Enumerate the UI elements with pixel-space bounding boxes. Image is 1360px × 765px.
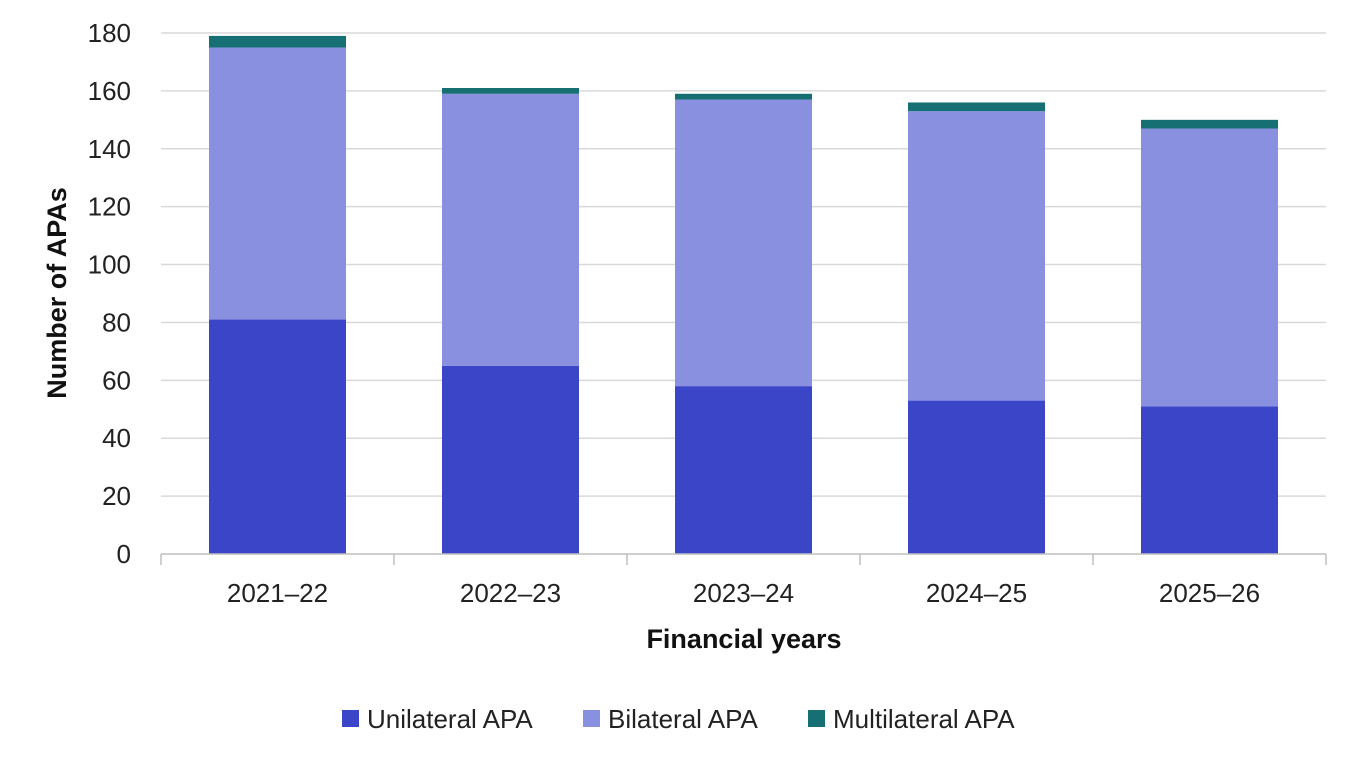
bar-multilateral-apa-1 xyxy=(442,87,579,94)
y-tick-label: 120 xyxy=(88,192,131,222)
bar-bilateral-apa-0 xyxy=(209,47,346,320)
y-tick-label: 160 xyxy=(88,76,131,106)
x-tick-label: 2021–22 xyxy=(227,578,328,608)
x-axis xyxy=(160,553,1327,565)
legend-swatch xyxy=(342,710,359,727)
bar-unilateral-apa-4 xyxy=(1141,406,1278,554)
bar-multilateral-apa-0 xyxy=(209,35,346,48)
x-axis-title: Financial years xyxy=(646,624,841,654)
x-tick-label: 2024–25 xyxy=(926,578,1027,608)
y-tick-label: 0 xyxy=(117,539,131,569)
bar-bilateral-apa-3 xyxy=(908,111,1045,401)
y-tick-label: 100 xyxy=(88,250,131,280)
legend-label: Unilateral APA xyxy=(367,704,533,734)
y-tick-label: 40 xyxy=(102,423,131,453)
x-tick-label: 2023–24 xyxy=(693,578,794,608)
bar-multilateral-apa-3 xyxy=(908,102,1045,112)
legend-label: Bilateral APA xyxy=(608,704,758,734)
legend-swatch xyxy=(808,710,825,727)
bar-bilateral-apa-2 xyxy=(675,99,812,387)
bars xyxy=(209,35,1278,554)
y-tick-label: 180 xyxy=(88,18,131,48)
y-tick-label: 20 xyxy=(102,481,131,511)
y-tick-label: 140 xyxy=(88,134,131,164)
x-axis-ticks: 2021–22 2022–23 2023–24 2024–25 2025–26 xyxy=(227,578,1260,608)
y-tick-label: 60 xyxy=(102,365,131,395)
bar-unilateral-apa-3 xyxy=(908,400,1045,554)
bar-multilateral-apa-4 xyxy=(1141,119,1278,129)
bar-unilateral-apa-1 xyxy=(442,365,579,554)
y-axis-title: Number of APAs xyxy=(42,187,72,399)
bar-multilateral-apa-2 xyxy=(675,93,812,100)
bar-bilateral-apa-1 xyxy=(442,93,579,366)
y-tick-label: 80 xyxy=(102,307,131,337)
legend-item-multilateral-apa: Multilateral APA xyxy=(808,704,1015,734)
x-tick-label: 2025–26 xyxy=(1159,578,1260,608)
bar-unilateral-apa-0 xyxy=(209,319,346,554)
legend: Unilateral APA Bilateral APA Multilateral … xyxy=(342,704,1015,734)
bar-bilateral-apa-4 xyxy=(1141,128,1278,407)
legend-item-unilateral-apa: Unilateral APA xyxy=(342,704,533,734)
legend-item-bilateral-apa: Bilateral APA xyxy=(583,704,758,734)
legend-swatch xyxy=(583,710,600,727)
bar-unilateral-apa-2 xyxy=(675,386,812,554)
x-tick-label: 2022–23 xyxy=(460,578,561,608)
legend-label: Multilateral APA xyxy=(833,704,1015,734)
y-axis-ticks: 0 20 40 60 80 100 120 140 160 180 xyxy=(88,18,131,569)
